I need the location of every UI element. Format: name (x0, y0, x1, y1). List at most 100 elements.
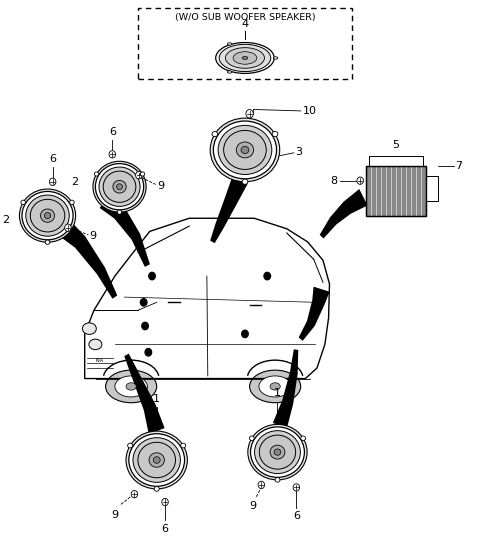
Text: 8: 8 (331, 176, 338, 186)
Ellipse shape (258, 481, 264, 489)
Ellipse shape (138, 442, 176, 478)
Ellipse shape (210, 118, 280, 182)
Ellipse shape (228, 71, 232, 73)
Text: 9: 9 (90, 231, 97, 241)
Text: KIA: KIA (96, 358, 104, 363)
Ellipse shape (275, 478, 280, 482)
Ellipse shape (49, 178, 56, 186)
Ellipse shape (103, 171, 136, 202)
Ellipse shape (149, 453, 164, 467)
Text: 1: 1 (274, 388, 281, 398)
Ellipse shape (128, 443, 132, 448)
Ellipse shape (254, 431, 300, 473)
Polygon shape (210, 175, 248, 243)
Ellipse shape (113, 180, 126, 193)
Text: 10: 10 (303, 106, 317, 116)
Text: 7: 7 (456, 161, 463, 171)
Ellipse shape (126, 383, 136, 390)
Circle shape (264, 272, 271, 280)
Ellipse shape (117, 184, 122, 189)
Ellipse shape (140, 172, 144, 176)
Ellipse shape (242, 56, 248, 59)
Circle shape (149, 272, 156, 280)
Polygon shape (320, 189, 368, 238)
Polygon shape (100, 192, 150, 267)
Text: 2: 2 (72, 177, 78, 187)
Polygon shape (273, 349, 298, 429)
Ellipse shape (357, 177, 363, 185)
Ellipse shape (153, 457, 160, 463)
Text: 6: 6 (49, 154, 56, 164)
Ellipse shape (26, 195, 69, 236)
Ellipse shape (89, 339, 102, 350)
Ellipse shape (259, 376, 291, 397)
Text: 2: 2 (2, 215, 9, 225)
Ellipse shape (241, 146, 249, 153)
Ellipse shape (219, 44, 271, 72)
Ellipse shape (118, 210, 122, 214)
Text: 6: 6 (109, 127, 116, 137)
Text: 9: 9 (111, 510, 119, 520)
Circle shape (142, 322, 148, 330)
Ellipse shape (246, 110, 253, 118)
Text: (W/O SUB WOOFER SPEAKER): (W/O SUB WOOFER SPEAKER) (175, 13, 315, 22)
Ellipse shape (214, 121, 276, 179)
Circle shape (145, 349, 152, 356)
Ellipse shape (133, 438, 180, 483)
Ellipse shape (45, 240, 50, 244)
Ellipse shape (99, 167, 140, 207)
Ellipse shape (274, 449, 281, 455)
Ellipse shape (30, 199, 65, 232)
Ellipse shape (126, 431, 187, 489)
Text: 6: 6 (162, 525, 168, 534)
Ellipse shape (251, 427, 304, 477)
Ellipse shape (216, 43, 274, 73)
Ellipse shape (228, 43, 232, 45)
Ellipse shape (218, 125, 272, 174)
Ellipse shape (65, 224, 71, 231)
Ellipse shape (22, 192, 73, 240)
Ellipse shape (236, 142, 253, 158)
Text: 5: 5 (393, 140, 399, 150)
Ellipse shape (226, 48, 264, 68)
Text: 9: 9 (250, 501, 257, 511)
Text: 9: 9 (157, 181, 164, 190)
Ellipse shape (21, 200, 25, 204)
Ellipse shape (270, 383, 280, 390)
Ellipse shape (83, 323, 96, 335)
Ellipse shape (233, 52, 257, 64)
Ellipse shape (270, 445, 285, 459)
Ellipse shape (259, 435, 296, 469)
Ellipse shape (44, 213, 51, 218)
FancyBboxPatch shape (426, 176, 438, 201)
Text: 1: 1 (153, 393, 160, 404)
Ellipse shape (293, 484, 300, 491)
Ellipse shape (300, 436, 306, 441)
Ellipse shape (131, 491, 138, 498)
FancyBboxPatch shape (138, 8, 352, 79)
Ellipse shape (272, 131, 278, 137)
Ellipse shape (95, 172, 99, 176)
Ellipse shape (109, 151, 116, 158)
Ellipse shape (136, 172, 142, 179)
Ellipse shape (154, 486, 159, 491)
Ellipse shape (19, 189, 76, 242)
Ellipse shape (70, 200, 74, 204)
Text: 3: 3 (295, 147, 302, 157)
Ellipse shape (106, 370, 156, 403)
Ellipse shape (274, 57, 278, 59)
Circle shape (141, 299, 147, 306)
Polygon shape (53, 215, 117, 299)
Ellipse shape (115, 376, 147, 397)
Ellipse shape (93, 161, 146, 212)
Ellipse shape (181, 443, 186, 448)
Ellipse shape (96, 164, 144, 210)
Text: 4: 4 (241, 18, 249, 29)
Ellipse shape (40, 209, 55, 222)
FancyBboxPatch shape (369, 156, 423, 166)
Ellipse shape (242, 179, 248, 185)
Text: 6: 6 (293, 512, 300, 521)
Circle shape (242, 330, 248, 337)
Ellipse shape (162, 498, 168, 506)
Ellipse shape (212, 131, 218, 137)
